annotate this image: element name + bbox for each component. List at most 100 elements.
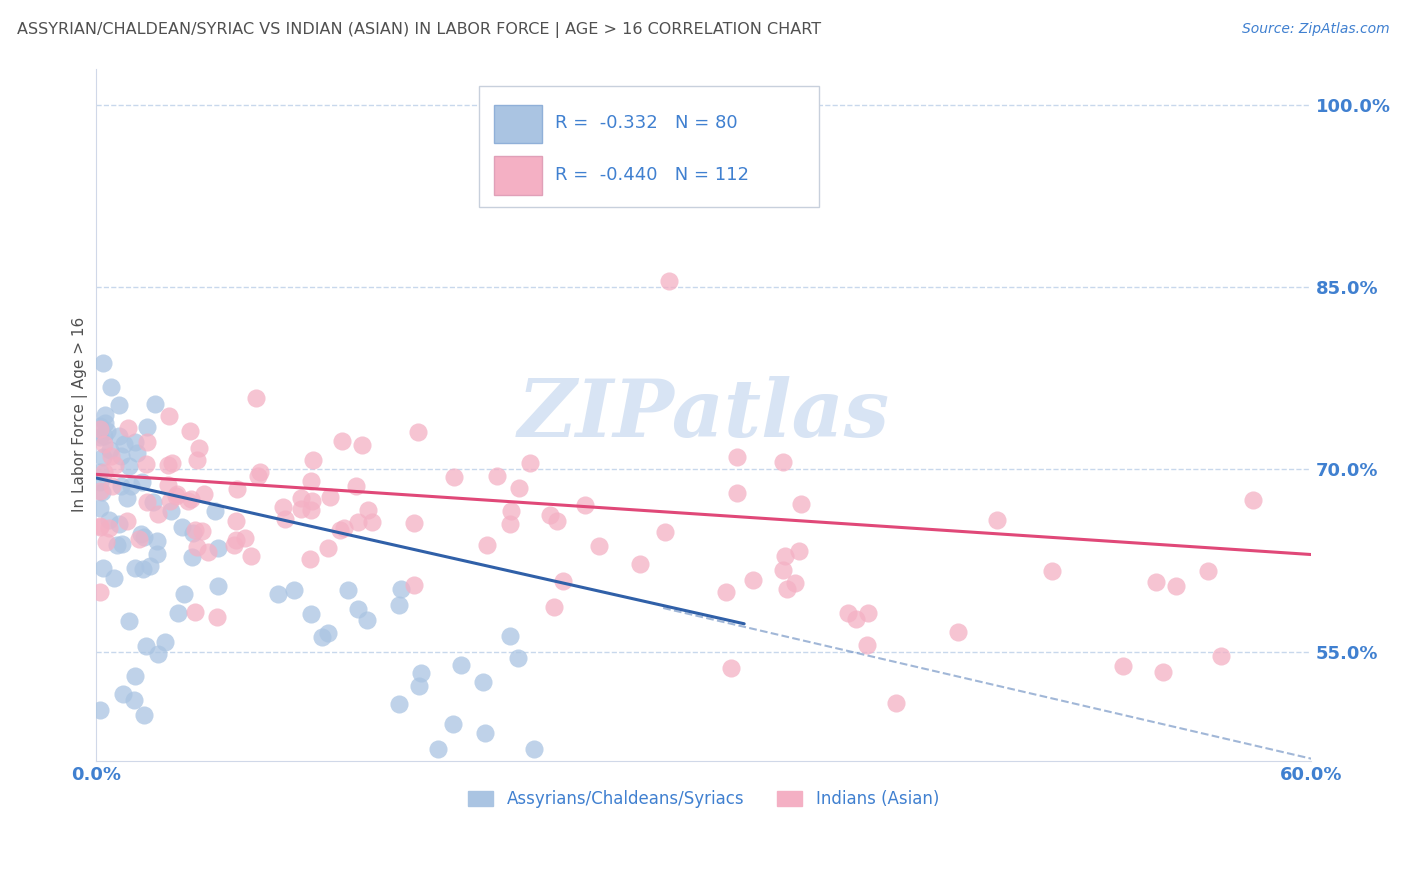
Text: ZIPatlas: ZIPatlas [517,376,890,453]
Point [856,606,879,620]
Point [299,474,322,488]
Point [658,274,681,288]
Point [224,538,246,552]
Point [170,520,193,534]
Point [1241,493,1264,508]
Point [333,521,356,535]
Point [290,491,312,506]
Point [157,409,180,424]
Point [519,456,541,470]
Point [148,647,170,661]
Point [177,494,200,508]
Point [135,639,157,653]
Point [299,551,322,566]
Point [772,454,794,468]
Point [986,513,1008,527]
Point [714,585,737,599]
Point [143,396,166,410]
Point [546,514,568,528]
Point [207,579,229,593]
Point [316,541,339,555]
Point [89,519,111,533]
Point [89,520,111,534]
Point [207,541,229,555]
Point [776,582,799,596]
Point [283,583,305,598]
Point [350,438,373,452]
Point [89,483,111,498]
Point [204,504,226,518]
Point [104,458,127,473]
Point [267,587,290,601]
Point [499,629,522,643]
Point [124,435,146,450]
Point [98,521,121,535]
Point [357,503,380,517]
Point [225,533,247,548]
Point [93,429,115,443]
Point [498,516,520,531]
Point [225,514,247,528]
Point [159,494,181,508]
Point [136,435,159,450]
Point [741,573,763,587]
Point [301,607,323,622]
Point [588,539,610,553]
Point [187,441,209,455]
Point [301,493,323,508]
Point [98,442,121,457]
Text: R =  -0.332   N = 80: R = -0.332 N = 80 [555,113,738,131]
Point [443,469,465,483]
Point [128,532,150,546]
Point [226,482,249,496]
Point [94,417,117,431]
Point [538,508,561,522]
Point [96,424,118,438]
Point [157,458,180,473]
Point [129,526,152,541]
Point [344,479,367,493]
Point [274,511,297,525]
Legend: Assyrians/Chaldeans/Syriacs, Indians (Asian): Assyrians/Chaldeans/Syriacs, Indians (As… [461,784,946,815]
Point [93,465,115,479]
Point [132,707,155,722]
Point [117,421,139,435]
Point [725,450,748,465]
Point [856,638,879,652]
Point [884,696,907,710]
Point [165,489,187,503]
Point [356,614,378,628]
Point [329,524,352,538]
FancyBboxPatch shape [494,104,543,143]
Point [160,457,183,471]
Point [785,576,807,591]
Point [146,507,169,521]
Point [112,687,135,701]
Point [105,538,128,552]
Point [360,515,382,529]
Point [205,610,228,624]
Point [94,535,117,549]
Point [93,437,115,451]
Point [186,541,208,555]
Text: Source: ZipAtlas.com: Source: ZipAtlas.com [1241,22,1389,37]
Point [146,533,169,548]
Point [184,605,207,619]
Point [1040,564,1063,578]
Point [239,549,262,563]
Point [409,665,432,680]
FancyBboxPatch shape [494,156,543,194]
Point [108,516,131,531]
Point [247,469,270,483]
Point [408,679,430,693]
Point [301,452,323,467]
Point [103,571,125,585]
Point [100,449,122,463]
Point [474,726,496,740]
Point [89,585,111,599]
Point [89,703,111,717]
Point [290,501,312,516]
Point [142,495,165,509]
Point [98,513,121,527]
Point [112,436,135,450]
